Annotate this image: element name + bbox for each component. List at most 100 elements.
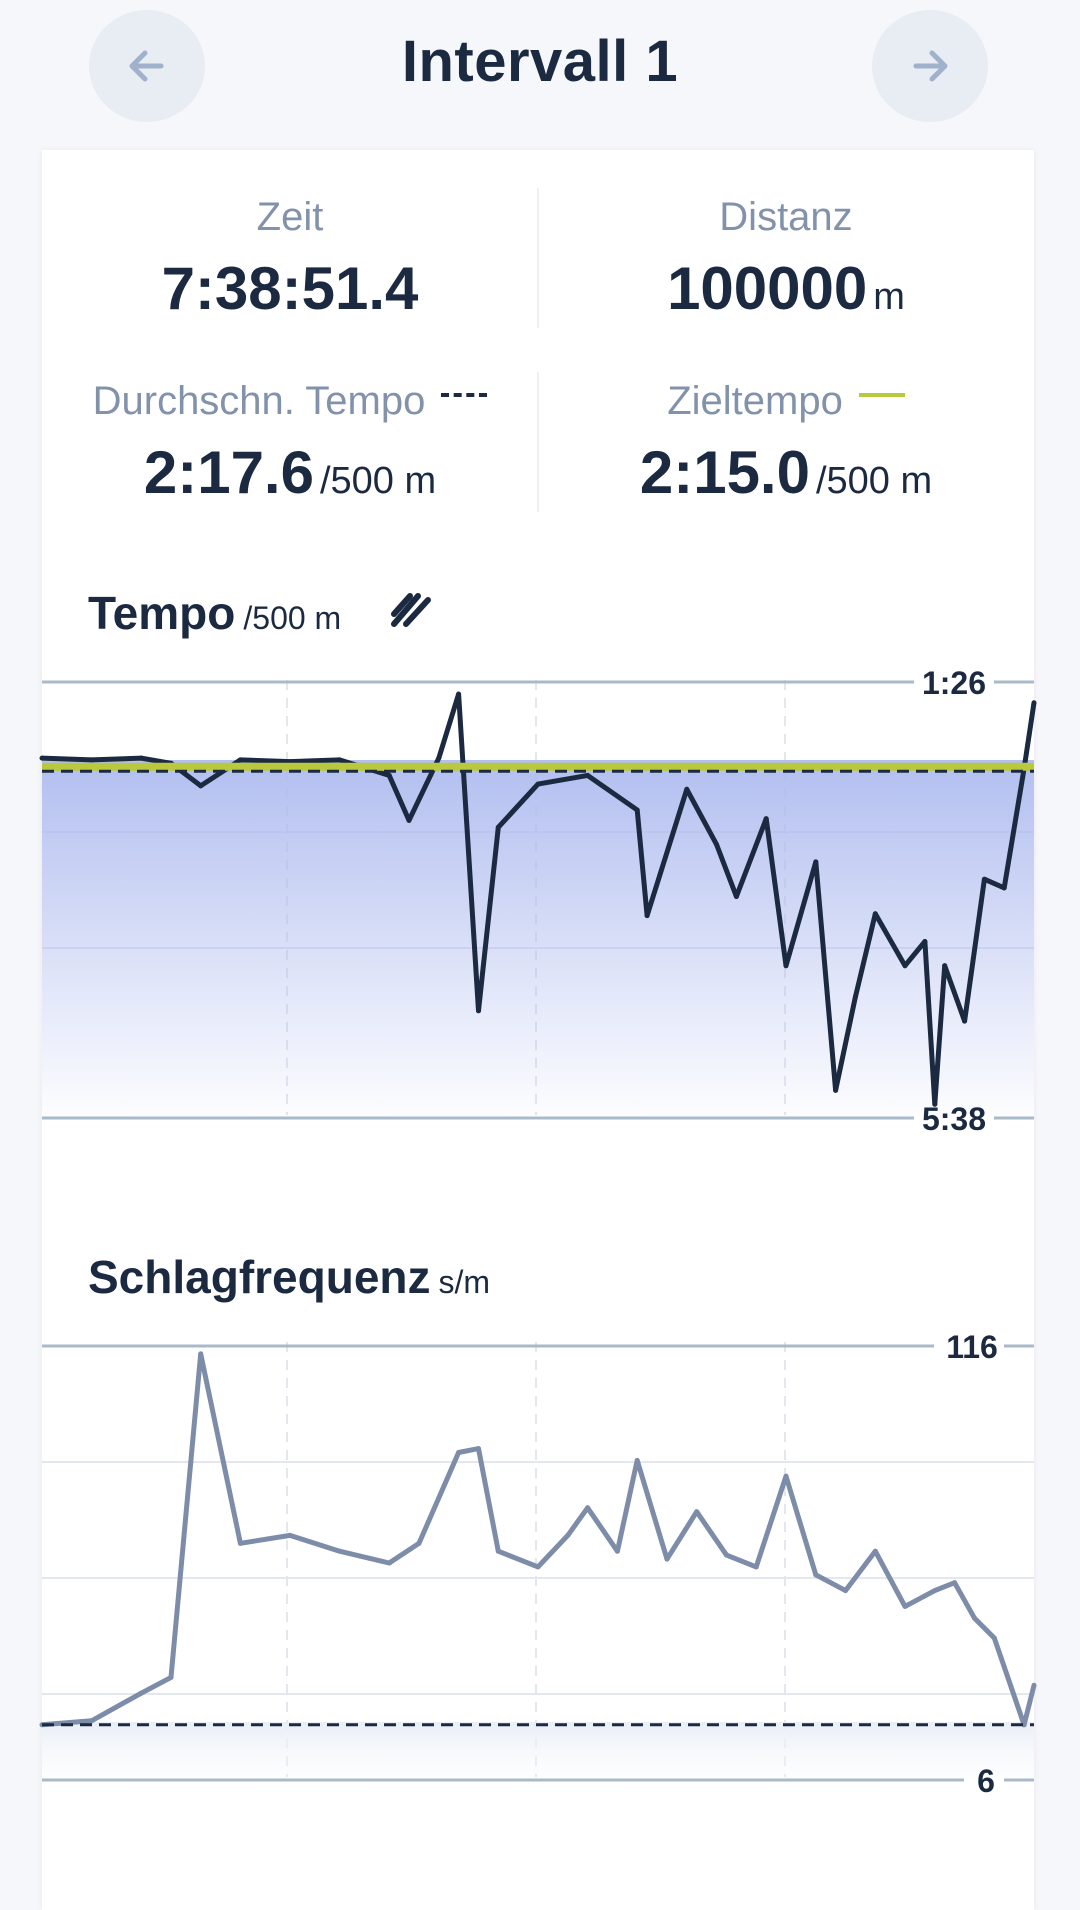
pace-data-point [436,755,442,761]
rate-data-point [634,1457,640,1463]
rate-data-point [456,1450,462,1455]
time-label: Zeit [256,195,324,239]
pace-data-point [1031,700,1037,706]
pace-series [39,691,1037,1107]
rate-data-point [585,1505,591,1511]
rate-data-point [991,1635,997,1641]
rate-data-point [972,1615,977,1621]
target-pace-value: 2:15.0/500 m [538,440,1034,514]
distance-value: 100000 m [538,256,1034,330]
rate-data-point [565,1532,571,1538]
avg-pace-label: Durchschn. Tempo [92,379,426,423]
pace-data-point [585,772,591,778]
stats-divider-2 [537,372,539,512]
pace-data-point [922,939,928,944]
pace-data-point [237,757,243,763]
pace-data-line [41,691,1037,1107]
target-pace-label: Zieltempo [667,379,843,423]
distance-label: Distanz [719,195,853,239]
interval-card: Zeit 7:38:51.4 Distanz 100000 m Durchschn… [39,150,1037,1910]
pace-data-point [962,1018,968,1024]
target-pace-label-row: Zieltempo [538,376,1034,426]
rate-data-point [813,1572,819,1578]
pace-data-point [852,994,858,1000]
target-pace-stat: Zieltempo 2:15.0/500 m [538,376,1034,514]
rate-data-point [843,1588,848,1594]
next-interval-button[interactable] [872,10,988,122]
pace-area-fill [42,760,1034,1116]
rate-data-point [614,1548,620,1554]
avg-pace-stat: Durchschn. Tempo 2:17.6/500 m [42,376,538,514]
rate-data-point [872,1548,878,1554]
rate-data-line [41,1351,1037,1728]
pace-data-point [902,963,908,969]
pace-data-point [456,691,462,697]
rate-chart-title: Schlagfrequenz s/m [88,1250,490,1304]
pace-data-point [634,807,640,813]
pace-data-point [833,1087,839,1093]
avg-pace-number: 2:17.6 [143,439,314,506]
arrow-left-icon [129,50,164,82]
avg-pace-value: 2:17.6/500 m [42,440,538,514]
target-pace-number: 2:15.0 [639,439,810,506]
rate-data-point [337,1548,343,1554]
pace-data-point [981,876,987,882]
pace-data-point [733,894,739,899]
pace-data-point [476,1008,481,1014]
pace-data-point [813,859,819,865]
pace-data-point [535,781,541,787]
pace-min-label: 5:38 [922,1101,986,1137]
pace-data-point [386,772,392,778]
rate-data-point [495,1548,501,1554]
distance-unit: m [873,276,905,318]
rate-data-point [952,1580,958,1586]
rate-data-point [168,1674,174,1680]
pace-data-point [39,755,45,761]
pace-chart-title-text: Tempo [88,587,236,639]
distance-stat: Distanz 100000 m [538,192,1034,330]
rate-data-point [138,1690,144,1696]
rate-data-point [237,1540,243,1546]
stats-divider [537,188,539,328]
pace-data-point [198,783,204,789]
previous-interval-button[interactable] [89,10,205,122]
pace-data-point [872,911,878,917]
rate-max-label: 116 [946,1329,998,1365]
time-value: 7:38:51.4 [161,255,419,322]
pace-max-label: 1:26 [922,665,986,701]
pace-data-point [942,963,948,969]
pace-data-point [337,757,343,763]
pace-data-point [644,913,650,919]
distance-number: 100000 [667,255,868,322]
rate-chart-unit: s/m [438,1264,491,1300]
stroke-rate-chart: 116 6 [39,1329,1037,1799]
pace-data-point [406,817,412,823]
top-bar: Intervall 1 [0,0,1080,140]
target-pace-legend-line [858,393,905,398]
rate-data-point [89,1718,95,1724]
rate-data-point [694,1509,700,1515]
rate-data-point [476,1446,481,1452]
rate-data-point [287,1532,293,1538]
rate-grid [42,1342,1034,1777]
stroke-rate-series [39,1351,1037,1728]
avg-pace-legend-dashed [441,393,488,398]
pace-data-point [684,786,690,792]
rate-data-point [902,1603,908,1609]
rate-data-point [753,1564,759,1570]
pace-chart-unit: /500 m [243,600,342,636]
pace-data-point [89,757,95,763]
slash-toggle-icon[interactable] [388,584,434,641]
pace-data-point [495,824,501,830]
target-pace-unit: /500 m [815,460,933,502]
rate-chart-title-text: Schlagfrequenz [88,1251,431,1303]
arrow-right-icon [913,50,948,82]
pace-chart: 1:26 5:38 [39,665,1037,1137]
rate-data-point [724,1552,729,1558]
avg-pace-unit: /500 m [319,460,437,502]
pace-data-point [763,816,769,822]
pace-data-point [783,963,789,969]
rate-data-point [664,1556,670,1562]
avg-pace-label-row: Durchschn. Tempo [42,376,538,426]
rate-data-point [1031,1682,1037,1688]
